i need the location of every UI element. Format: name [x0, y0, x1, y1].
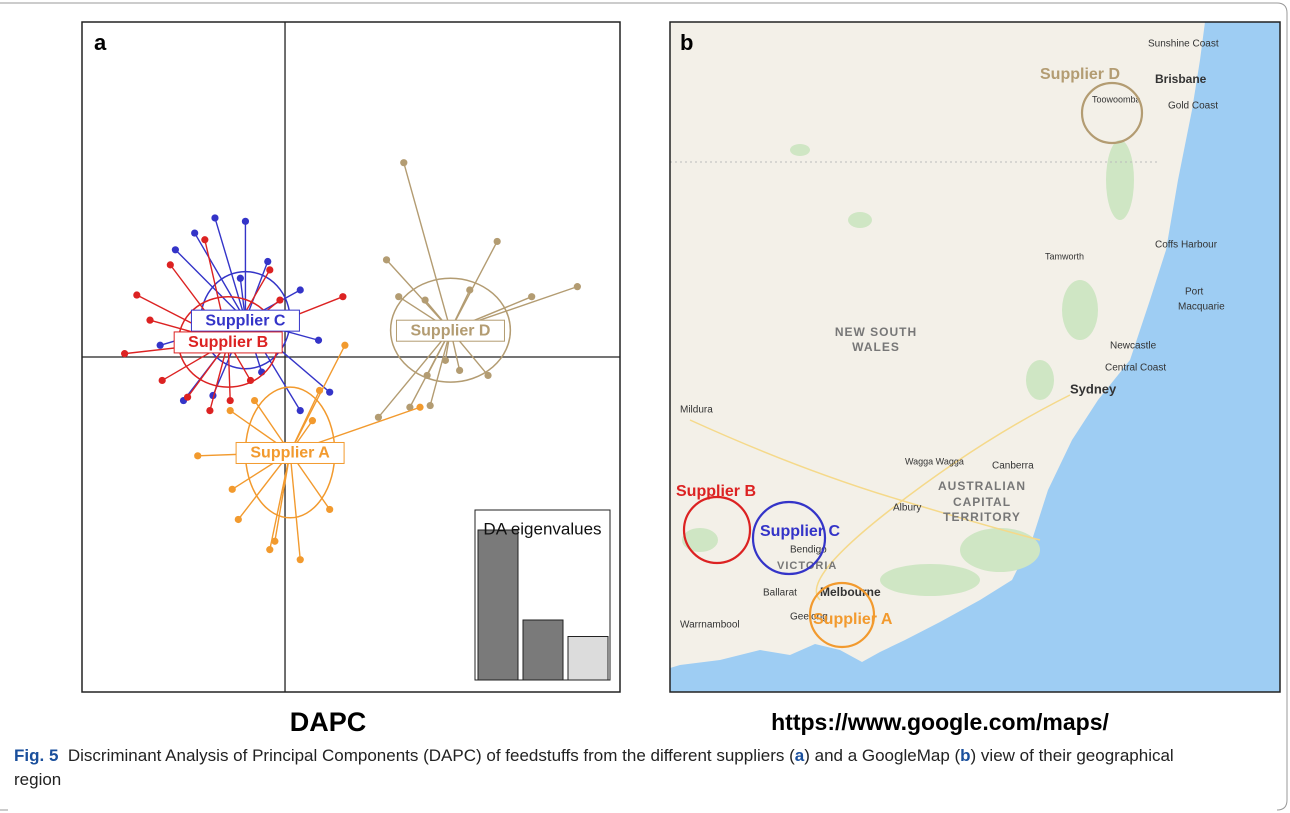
eigen-bar — [478, 530, 518, 680]
point — [400, 159, 407, 166]
point — [157, 342, 164, 349]
map-label: Sydney — [1070, 381, 1117, 396]
point — [383, 256, 390, 263]
caption: Fig. 5 Discriminant Analysis of Principa… — [14, 744, 1204, 792]
map-label: Gold Coast — [1168, 101, 1218, 112]
map-label: Warrnambool — [680, 620, 740, 631]
point — [271, 538, 278, 545]
point — [484, 372, 491, 379]
point — [264, 258, 271, 265]
supplier-label: Supplier B — [676, 483, 756, 500]
map-label: Brisbane — [1155, 72, 1207, 86]
map-label: Macquarie — [1178, 302, 1225, 313]
caption-label: Fig. 5 — [14, 746, 58, 765]
point — [341, 342, 348, 349]
point — [456, 367, 463, 374]
point — [326, 389, 333, 396]
figure: Supplier C Supplier B Supplier D Supplier A… — [0, 0, 1290, 813]
point — [242, 218, 249, 225]
supplier-label: Supplier D — [1040, 66, 1120, 83]
group-label: Supplier D — [410, 322, 490, 339]
caption-text: Discriminant Analysis of Principal Compo… — [68, 746, 795, 765]
point — [159, 377, 166, 384]
map-label: Mildura — [680, 405, 713, 416]
point — [237, 275, 244, 282]
map-label: Tamworth — [1045, 251, 1084, 261]
point — [316, 387, 323, 394]
point — [251, 397, 258, 404]
point — [427, 402, 434, 409]
point — [494, 238, 501, 245]
map-label: WALES — [852, 340, 900, 354]
point — [315, 337, 322, 344]
point — [375, 414, 382, 421]
point — [227, 407, 234, 414]
point — [339, 293, 346, 300]
point — [184, 394, 191, 401]
panel-b: Sunshine Coast Brisbane Toowoomba Gold Coas… — [670, 22, 1280, 692]
map-label: Ballarat — [763, 588, 797, 599]
eigen-title: DA eigenvalues — [483, 519, 601, 538]
point — [297, 407, 304, 414]
map-label: Newcastle — [1110, 341, 1157, 352]
map-label: Sunshine Coast — [1148, 39, 1219, 50]
point — [167, 261, 174, 268]
map-label: CAPITAL — [953, 495, 1011, 509]
point — [235, 516, 242, 523]
map-label: Wagga Wagga — [905, 456, 964, 466]
point — [229, 486, 236, 493]
map-label: Melbourne — [820, 585, 881, 599]
map-label: Port — [1185, 287, 1204, 298]
point — [211, 214, 218, 221]
map-label: AUSTRALIAN — [938, 479, 1026, 493]
point — [133, 291, 140, 298]
map-label: Canberra — [992, 461, 1034, 472]
point — [326, 506, 333, 513]
point — [172, 246, 179, 253]
point — [297, 286, 304, 293]
map-label: Central Coast — [1105, 363, 1166, 374]
point — [191, 229, 198, 236]
point — [422, 296, 429, 303]
point — [309, 417, 316, 424]
point — [247, 377, 254, 384]
panel-a: Supplier C Supplier B Supplier D Supplier A… — [82, 22, 620, 692]
caption-bold: b — [960, 746, 970, 765]
point — [424, 372, 431, 379]
point — [266, 546, 273, 553]
caption-bold: a — [795, 746, 804, 765]
point — [194, 452, 201, 459]
point — [528, 293, 535, 300]
point — [574, 283, 581, 290]
point — [201, 236, 208, 243]
map-label: Coffs Harbour — [1155, 240, 1218, 251]
point — [266, 266, 273, 273]
point — [276, 296, 283, 303]
panel-label: a — [94, 30, 107, 55]
page: Supplier C Supplier B Supplier D Supplier A… — [0, 0, 1290, 813]
eigen-bar — [568, 637, 608, 681]
point — [206, 407, 213, 414]
point — [297, 556, 304, 563]
panel-label: b — [680, 30, 693, 55]
map-label: NEW SOUTH — [835, 325, 917, 339]
eigen-bar — [523, 620, 563, 680]
supplier-label: Supplier C — [760, 523, 840, 540]
map-label: Toowoomba — [1092, 94, 1141, 104]
caption-text: ) and a GoogleMap ( — [804, 746, 960, 765]
group-label: Supplier B — [188, 334, 268, 351]
map-source: https://www.google.com/maps/ — [771, 709, 1109, 735]
map-label: TERRITORY — [943, 510, 1021, 524]
point — [416, 404, 423, 411]
supplier-label: Supplier A — [813, 611, 893, 628]
group-label: Supplier A — [250, 445, 330, 462]
point — [395, 293, 402, 300]
point — [121, 350, 128, 357]
point — [227, 397, 234, 404]
group-label: Supplier C — [205, 312, 285, 329]
map-label: Albury — [893, 503, 921, 514]
panel-title: DAPC — [290, 707, 367, 737]
point — [466, 286, 473, 293]
point — [146, 317, 153, 324]
